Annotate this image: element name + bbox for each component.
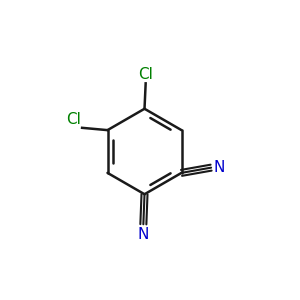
Text: Cl: Cl — [66, 112, 81, 127]
Text: N: N — [213, 160, 225, 175]
Text: N: N — [138, 226, 149, 242]
Text: Cl: Cl — [138, 67, 153, 82]
